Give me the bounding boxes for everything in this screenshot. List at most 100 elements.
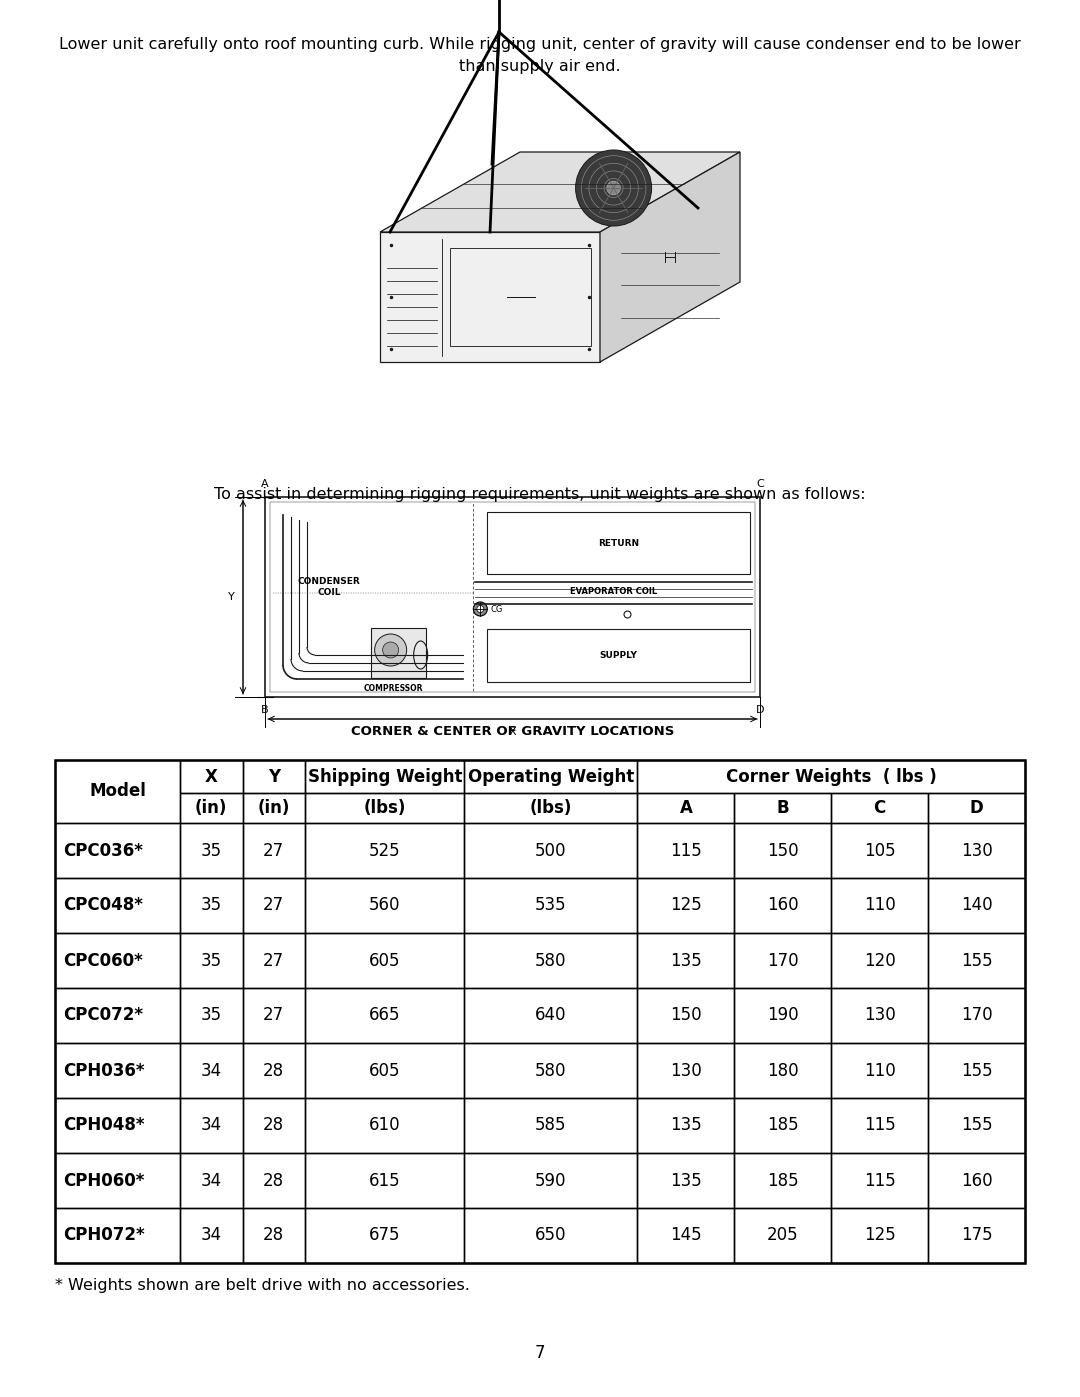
Bar <box>928 1208 1025 1263</box>
Text: * Weights shown are belt drive with no accessories.: * Weights shown are belt drive with no a… <box>55 1278 470 1294</box>
Text: A: A <box>679 799 692 817</box>
Text: 27: 27 <box>264 841 284 859</box>
Text: X: X <box>205 767 218 785</box>
Text: 500: 500 <box>536 841 567 859</box>
Bar <box>305 793 464 823</box>
Text: 585: 585 <box>536 1116 567 1134</box>
Text: 180: 180 <box>767 1062 798 1080</box>
Bar <box>928 877 1025 933</box>
Text: CPC072*: CPC072* <box>63 1006 143 1024</box>
Text: 135: 135 <box>670 1116 702 1134</box>
Text: 185: 185 <box>767 1116 798 1134</box>
Bar <box>928 793 1025 823</box>
Bar <box>180 1044 243 1098</box>
Circle shape <box>473 602 487 616</box>
Polygon shape <box>380 152 740 232</box>
Text: X: X <box>509 726 516 738</box>
Bar <box>832 1098 928 1153</box>
Text: 535: 535 <box>535 897 567 915</box>
Text: C: C <box>756 479 764 489</box>
Bar <box>734 823 832 877</box>
Text: 27: 27 <box>264 951 284 970</box>
Text: 28: 28 <box>264 1172 284 1189</box>
Bar <box>832 823 928 877</box>
Bar <box>372 629 427 678</box>
Text: 135: 135 <box>670 951 702 970</box>
Bar <box>464 1044 637 1098</box>
Text: 120: 120 <box>864 951 895 970</box>
Text: (lbs): (lbs) <box>530 799 572 817</box>
Bar <box>243 1098 305 1153</box>
Text: 34: 34 <box>201 1062 221 1080</box>
Bar <box>928 933 1025 988</box>
Bar <box>928 988 1025 1044</box>
Text: 150: 150 <box>767 841 798 859</box>
Text: EVAPORATOR COIL: EVAPORATOR COIL <box>570 587 657 595</box>
Bar <box>637 760 1025 793</box>
Text: 160: 160 <box>961 1172 993 1189</box>
Text: 28: 28 <box>264 1062 284 1080</box>
Bar <box>450 247 591 346</box>
Bar <box>464 988 637 1044</box>
Bar <box>637 1153 734 1208</box>
Bar <box>265 497 760 697</box>
Bar <box>305 1208 464 1263</box>
Text: Shipping Weight: Shipping Weight <box>308 767 462 785</box>
Text: 35: 35 <box>201 841 221 859</box>
Text: 650: 650 <box>536 1227 567 1245</box>
Circle shape <box>477 605 484 612</box>
Text: B: B <box>261 705 269 715</box>
Bar <box>180 1208 243 1263</box>
Text: 115: 115 <box>670 841 702 859</box>
Text: 610: 610 <box>369 1116 401 1134</box>
Text: D: D <box>756 705 765 715</box>
Circle shape <box>375 634 407 666</box>
Bar <box>270 502 755 692</box>
Text: 155: 155 <box>961 1062 993 1080</box>
Bar <box>928 823 1025 877</box>
Bar <box>180 988 243 1044</box>
Text: 190: 190 <box>767 1006 798 1024</box>
Bar <box>832 933 928 988</box>
Text: CONDENSER
COIL: CONDENSER COIL <box>298 577 361 597</box>
Text: 160: 160 <box>767 897 798 915</box>
Text: (in): (in) <box>258 799 291 817</box>
Bar <box>305 823 464 877</box>
Circle shape <box>607 182 620 194</box>
Text: CPC036*: CPC036* <box>63 841 143 859</box>
Text: Corner Weights  ( lbs ): Corner Weights ( lbs ) <box>726 767 936 785</box>
Bar <box>243 988 305 1044</box>
Text: 105: 105 <box>864 841 895 859</box>
Text: B: B <box>777 799 789 817</box>
Text: Model: Model <box>89 782 146 800</box>
Text: 185: 185 <box>767 1172 798 1189</box>
Bar <box>180 793 243 823</box>
Bar <box>637 1044 734 1098</box>
Bar <box>55 1044 180 1098</box>
Text: Y: Y <box>268 767 280 785</box>
Text: 35: 35 <box>201 1006 221 1024</box>
Text: 175: 175 <box>961 1227 993 1245</box>
Text: 525: 525 <box>369 841 401 859</box>
Text: COMPRESSOR: COMPRESSOR <box>364 685 423 693</box>
Bar <box>180 823 243 877</box>
Bar <box>832 1208 928 1263</box>
Text: CORNER & CENTER OF GRAVITY LOCATIONS: CORNER & CENTER OF GRAVITY LOCATIONS <box>351 725 674 738</box>
Text: RETURN: RETURN <box>598 538 639 548</box>
Text: 140: 140 <box>961 897 993 915</box>
Text: 590: 590 <box>536 1172 567 1189</box>
Bar <box>637 1098 734 1153</box>
Bar <box>55 1098 180 1153</box>
Bar <box>832 988 928 1044</box>
Bar <box>243 1208 305 1263</box>
Bar <box>55 823 180 877</box>
Bar <box>55 1208 180 1263</box>
Polygon shape <box>380 232 600 362</box>
Text: Y: Y <box>228 592 235 602</box>
Text: (in): (in) <box>195 799 228 817</box>
Text: 34: 34 <box>201 1227 221 1245</box>
Text: 27: 27 <box>264 1006 284 1024</box>
Bar <box>637 1208 734 1263</box>
Bar <box>305 933 464 988</box>
Bar <box>243 760 305 793</box>
